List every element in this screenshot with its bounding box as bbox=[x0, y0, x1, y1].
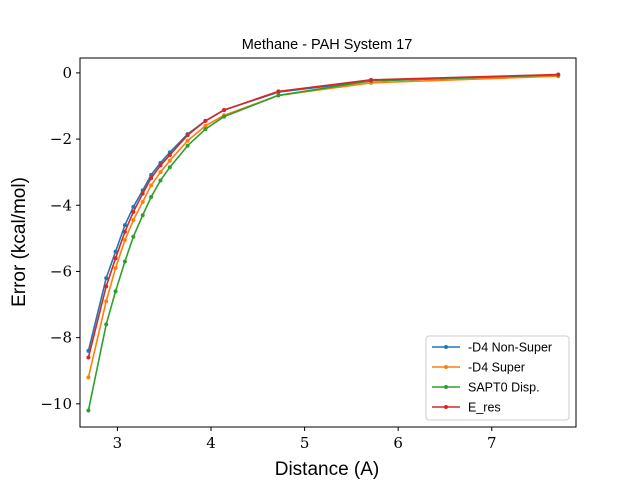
data-point bbox=[185, 143, 190, 148]
x-tick-label: 5 bbox=[300, 434, 310, 452]
x-ticks: 3 4 5 6 7 bbox=[113, 427, 497, 452]
data-point bbox=[149, 194, 154, 199]
data-point bbox=[149, 183, 154, 188]
series-line bbox=[87, 74, 559, 352]
legend-item: -D4 Non-Super bbox=[432, 341, 552, 355]
legend-label: -D4 Non-Super bbox=[468, 341, 552, 355]
y-tick-label: 0 bbox=[62, 64, 72, 82]
x-tick-label: 6 bbox=[393, 434, 403, 452]
data-point bbox=[167, 158, 172, 163]
x-tick-label: 4 bbox=[206, 434, 216, 452]
data-point bbox=[104, 322, 109, 327]
data-point bbox=[140, 191, 145, 196]
data-point bbox=[122, 259, 127, 264]
data-point bbox=[113, 249, 118, 254]
data-point bbox=[158, 163, 163, 168]
data-point bbox=[86, 375, 91, 380]
data-point bbox=[185, 133, 190, 138]
legend-label: SAPT0 Disp. bbox=[468, 381, 540, 395]
legend-item: -D4 Super bbox=[432, 361, 525, 375]
y-tick-label: −8 bbox=[50, 329, 72, 347]
data-point bbox=[131, 234, 136, 239]
legend-frame bbox=[425, 335, 570, 421]
y-tick-label: −2 bbox=[50, 130, 72, 148]
data-point bbox=[140, 213, 145, 218]
data-point bbox=[140, 199, 145, 204]
data-point bbox=[122, 229, 127, 234]
data-point bbox=[203, 127, 208, 132]
data-point bbox=[203, 118, 208, 123]
data-point bbox=[369, 77, 374, 82]
series-line bbox=[87, 75, 559, 378]
legend-marker bbox=[444, 385, 448, 389]
x-axis-label: Distance (A) bbox=[275, 459, 380, 480]
data-point bbox=[203, 123, 208, 128]
data-point bbox=[104, 284, 109, 289]
legend-label: -D4 Super bbox=[468, 361, 525, 375]
data-point bbox=[167, 152, 172, 157]
legend: -D4 Non-Super -D4 Super SAPT0 Disp. E_res bbox=[425, 335, 570, 421]
data-point bbox=[185, 138, 190, 143]
data-point bbox=[131, 218, 136, 223]
data-point bbox=[113, 256, 118, 261]
series-3 bbox=[86, 72, 561, 360]
series-layer bbox=[86, 72, 561, 413]
chart-title: Methane - PAH System 17 bbox=[242, 37, 413, 53]
data-point bbox=[104, 276, 109, 281]
data-point bbox=[104, 299, 109, 304]
legend-marker bbox=[444, 405, 448, 409]
data-point bbox=[122, 238, 127, 243]
data-point bbox=[122, 223, 127, 228]
data-point bbox=[131, 209, 136, 214]
data-point bbox=[86, 408, 91, 413]
y-tick-label: −6 bbox=[50, 262, 72, 280]
series-0 bbox=[86, 72, 561, 353]
y-ticks: 0 −2 −4 −6 −8 −10 bbox=[40, 64, 80, 413]
y-tick-label: −4 bbox=[50, 196, 72, 214]
y-axis-label: Error (kcal/mol) bbox=[9, 177, 30, 307]
data-point bbox=[222, 114, 227, 119]
plot-frame bbox=[79, 57, 577, 428]
data-point bbox=[113, 266, 118, 271]
data-point bbox=[149, 176, 154, 181]
legend-label: E_res bbox=[468, 401, 501, 415]
data-point bbox=[276, 89, 281, 94]
y-tick-label: −10 bbox=[40, 395, 72, 413]
data-point bbox=[131, 204, 136, 209]
x-tick-label: 3 bbox=[113, 434, 123, 452]
series-1 bbox=[86, 74, 561, 380]
legend-item: E_res bbox=[432, 401, 501, 415]
legend-item: SAPT0 Disp. bbox=[432, 381, 540, 395]
legend-marker bbox=[444, 345, 448, 349]
data-point bbox=[158, 170, 163, 175]
data-point bbox=[167, 165, 172, 170]
data-point bbox=[158, 178, 163, 183]
series-line bbox=[87, 73, 559, 358]
x-tick-label: 7 bbox=[487, 434, 497, 452]
data-point bbox=[113, 289, 118, 294]
data-point bbox=[556, 72, 561, 77]
data-point bbox=[222, 107, 227, 112]
data-point bbox=[86, 355, 91, 360]
data-point bbox=[276, 93, 281, 98]
legend-marker bbox=[444, 365, 448, 369]
